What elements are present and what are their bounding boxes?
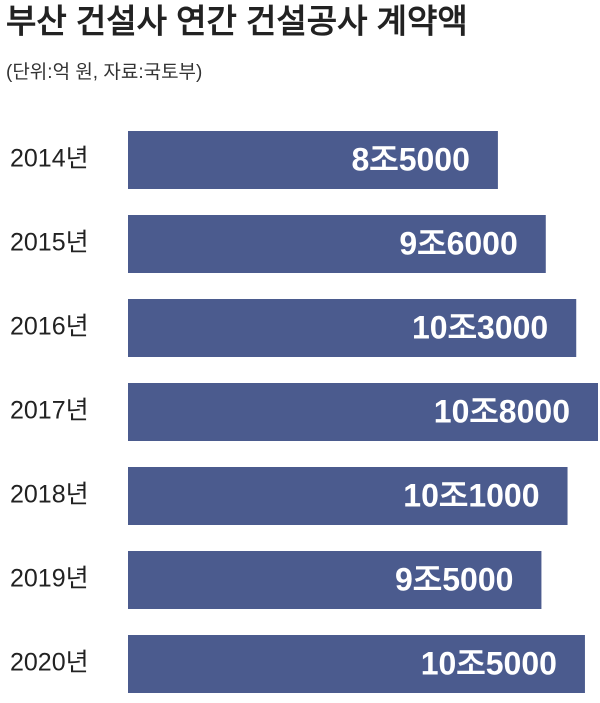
chart-subtitle: (단위:억 원, 자료:국토부): [6, 61, 202, 83]
value-label: 9조5000: [395, 561, 513, 597]
chart-title: 부산 건설사 연간 건설공사 계약액: [6, 3, 468, 40]
bar: [128, 551, 542, 609]
y-tick-label: 2019년: [10, 565, 89, 593]
value-label: 9조6000: [399, 225, 517, 261]
y-tick-label: 2020년: [10, 649, 89, 677]
bar: [128, 383, 598, 441]
y-tick-label: 2017년: [10, 397, 89, 425]
y-tick-label: 2014년: [10, 145, 89, 173]
bar: [128, 635, 585, 693]
value-label: 10조8000: [434, 393, 570, 429]
value-label: 10조1000: [403, 477, 539, 513]
bar: [128, 299, 577, 357]
value-label: 10조5000: [421, 645, 557, 681]
y-tick-label: 2015년: [10, 229, 89, 257]
value-label: 8조5000: [351, 141, 469, 177]
y-tick-label: 2016년: [10, 313, 89, 341]
bar: [128, 131, 498, 189]
bar: [128, 215, 546, 273]
y-tick-label: 2018년: [10, 481, 89, 509]
bar: [128, 467, 568, 525]
value-label: 10조3000: [412, 309, 548, 345]
